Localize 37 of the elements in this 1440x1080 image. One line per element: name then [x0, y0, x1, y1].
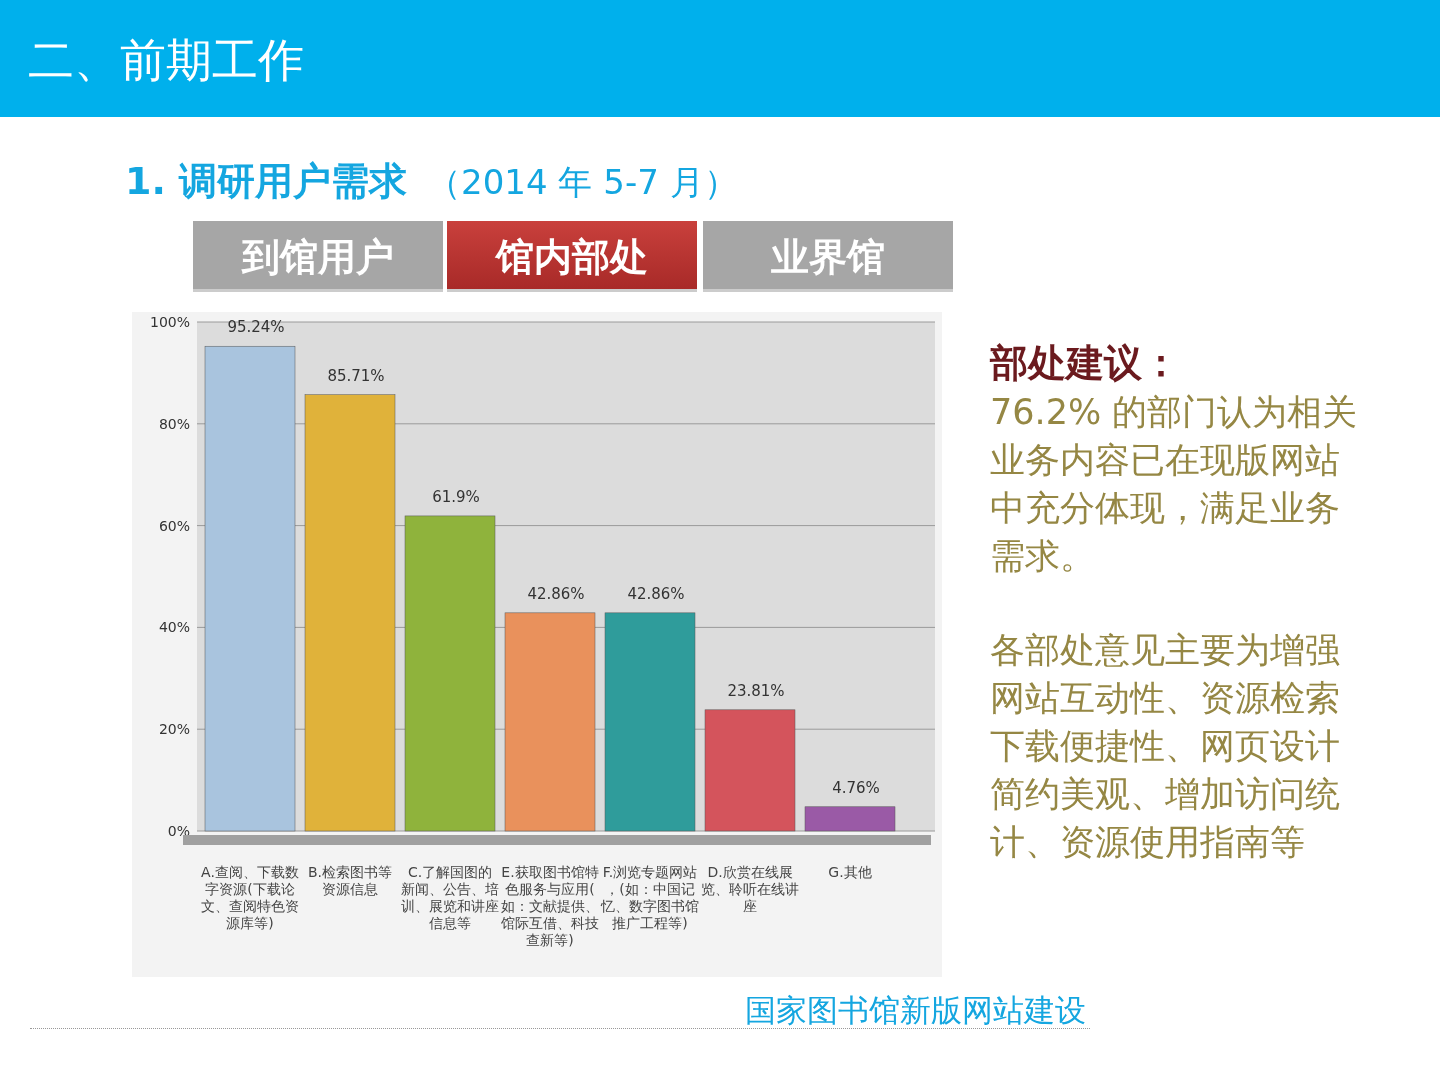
bar: [604, 612, 696, 832]
data-label: 42.86%: [627, 584, 685, 603]
bar: [504, 612, 596, 832]
x-tick-label: F.浏览专题网站，(如：中国记忆、数字图书馆推广工程等): [600, 864, 699, 931]
y-tick-label: 40%: [158, 619, 190, 636]
data-label: 4.76%: [832, 778, 880, 797]
text: 各部处意见主要为增强网站互动性、资源检索下载便捷性、网页设计简约美观、增加访问统计、资源使用指南等: [990, 629, 1341, 864]
x-tick-label: E.获取图书馆特色服务与应用(如：文献提供、馆际互借、科技查新等): [500, 864, 599, 948]
text: （2014 年 5-7 月）: [427, 162, 738, 202]
text: 国家图书馆新版网站建设: [745, 991, 1086, 1030]
y-tick-label: 0%: [167, 823, 190, 839]
data-label: 85.71%: [327, 366, 385, 385]
x-tick-label: D.欣赏在线展览、聆听在线讲座: [701, 864, 799, 914]
y-tick-label: 80%: [158, 415, 190, 432]
text: 到馆用户: [193, 221, 443, 292]
x-tick-label: C.了解国图的新闻、公告、培训、展览和讲座信息等: [401, 864, 499, 931]
y-tick-label: 20%: [158, 721, 190, 738]
y-tick-label: 100%: [149, 314, 190, 330]
chart-title: 二、前期工作: [28, 32, 304, 89]
data-label: 95.24%: [227, 318, 285, 337]
bar: [204, 345, 296, 832]
bar: [704, 709, 796, 832]
x-tick-label: G.其他: [828, 864, 872, 880]
data-label: 42.86%: [527, 584, 585, 603]
bar: [304, 394, 396, 832]
text: 76.2% 的部门认为相关业务内容已在现版网站中充分体现，满足业务需求。: [990, 391, 1359, 578]
y-tick-label: 60%: [158, 517, 190, 534]
x-tick-label: B.检索图书等资源信息: [307, 864, 393, 897]
chart-subtitle: 1. 调研用户需求: [125, 159, 408, 203]
data-label: 61.9%: [432, 487, 480, 506]
x-tick-label: A.查阅、下载数字资源(下载论文、查阅特色资源库等): [201, 864, 299, 931]
bar: [804, 806, 896, 832]
bar: [404, 515, 496, 832]
text: 部处建议：: [990, 340, 1181, 387]
data-label: 23.81%: [727, 681, 785, 700]
text: 业界馆: [703, 221, 953, 292]
text: 馆内部处: [447, 221, 697, 292]
